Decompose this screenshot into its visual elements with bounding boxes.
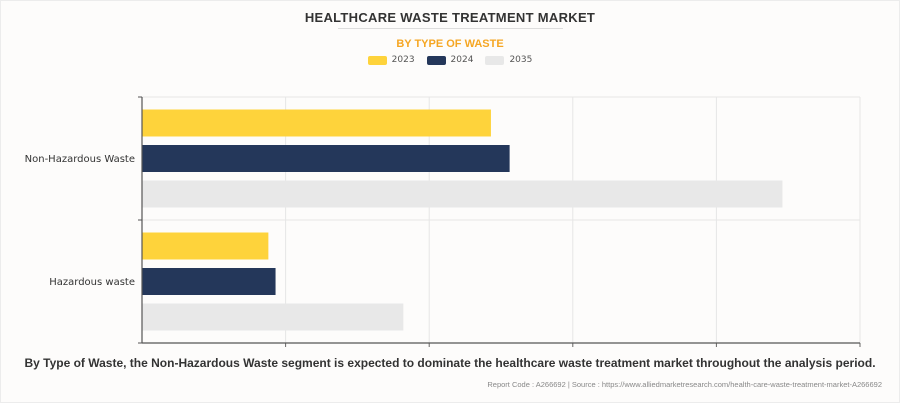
legend-item-2023[interactable]: 2023 — [367, 55, 415, 65]
y-tick-label: Hazardous waste — [49, 277, 135, 288]
chart-caption: By Type of Waste, the Non-Hazardous Wast… — [24, 356, 876, 370]
legend-swatch-2035 — [485, 55, 505, 65]
legend-label-2024: 2024 — [450, 55, 474, 65]
legend-item-2024[interactable]: 2024 — [426, 55, 474, 65]
legend-label-2023: 2023 — [391, 55, 415, 65]
legend-label-2035: 2035 — [509, 55, 533, 65]
bar-2023-0 — [142, 109, 491, 137]
legend: 2023 2024 2035 — [0, 55, 900, 65]
bar-2024-1 — [142, 268, 276, 295]
bar-2023-1 — [142, 232, 269, 260]
title-divider — [338, 28, 563, 29]
chart-subtitle: BY TYPE OF WASTE — [396, 38, 504, 50]
bar-2035-1 — [142, 303, 404, 331]
legend-swatch-2023 — [367, 55, 387, 65]
bar-2024-0 — [142, 145, 510, 172]
source-note: Report Code : A266692 | Source : https:/… — [487, 380, 882, 389]
bar-2035-0 — [142, 180, 783, 208]
legend-swatch-2024 — [426, 55, 446, 65]
legend-item-2035[interactable]: 2035 — [485, 55, 532, 65]
y-tick-label: Non-Hazardous Waste — [25, 154, 135, 165]
chart-title: HEALTHCARE WASTE TREATMENT MARKET — [304, 10, 596, 25]
